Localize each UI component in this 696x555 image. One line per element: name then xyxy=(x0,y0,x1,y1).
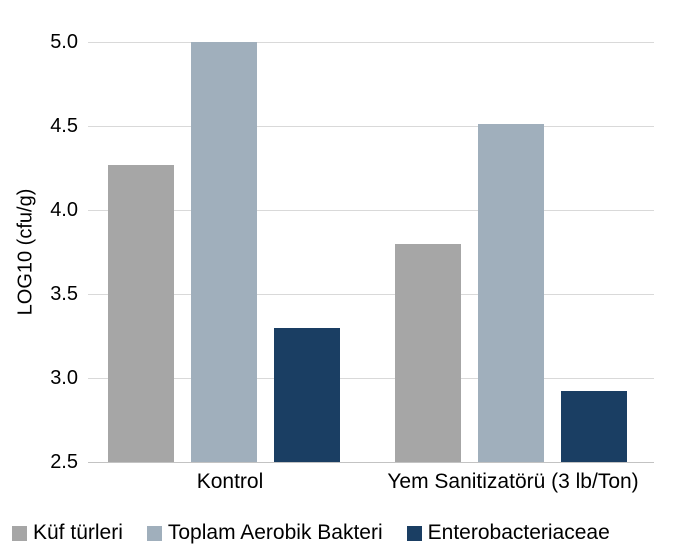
legend-item-enterobacteriaceae: Enterobacteriaceae xyxy=(406,521,610,545)
legend-label: Toplam Aerobik Bakteri xyxy=(167,521,383,544)
bar-enterobacteriaceae xyxy=(561,391,627,462)
y-tick-label: 4.0 xyxy=(50,199,78,221)
legend: Küf türleri Toplam Aerobik Bakteri Enter… xyxy=(12,521,610,545)
y-axis-ticks: 5.0 4.5 4.0 3.5 3.0 2.5 xyxy=(0,32,78,472)
plot-area xyxy=(88,42,654,463)
bar-group-yem-sanitizatoru xyxy=(395,124,627,462)
legend-item-toplam-aerobik-bakteri: Toplam Aerobik Bakteri xyxy=(146,521,383,545)
gridline xyxy=(88,294,654,295)
legend-item-kuf-turleri: Küf türleri xyxy=(12,521,123,545)
legend-swatch xyxy=(146,525,162,541)
bar-k-f-t-rleri xyxy=(395,243,461,462)
gridline xyxy=(88,378,654,379)
y-tick-label: 5.0 xyxy=(50,31,78,53)
legend-label: Enterobacteriaceae xyxy=(427,521,610,544)
legend-label: Küf türleri xyxy=(33,521,123,544)
x-category-label-yem-sanitizatoru: Yem Sanitizatörü (3 lb/Ton) xyxy=(387,470,639,493)
y-tick-label: 3.5 xyxy=(50,283,78,305)
gridline xyxy=(88,462,654,463)
y-tick-label: 2.5 xyxy=(50,451,78,473)
bar-group-kontrol xyxy=(108,42,340,462)
gridline xyxy=(88,42,654,43)
legend-swatch xyxy=(406,525,422,541)
gridline xyxy=(88,126,654,127)
gridline xyxy=(88,210,654,211)
x-category-label-kontrol: Kontrol xyxy=(196,470,264,493)
bar-k-f-t-rleri xyxy=(108,164,174,462)
bar-toplam-aerobik-bakteri xyxy=(191,42,257,462)
y-tick-label: 4.5 xyxy=(50,115,78,137)
bar-toplam-aerobik-bakteri xyxy=(478,124,544,462)
bar-enterobacteriaceae xyxy=(274,327,340,462)
legend-swatch xyxy=(12,525,27,541)
y-tick-label: 3.0 xyxy=(50,367,78,389)
